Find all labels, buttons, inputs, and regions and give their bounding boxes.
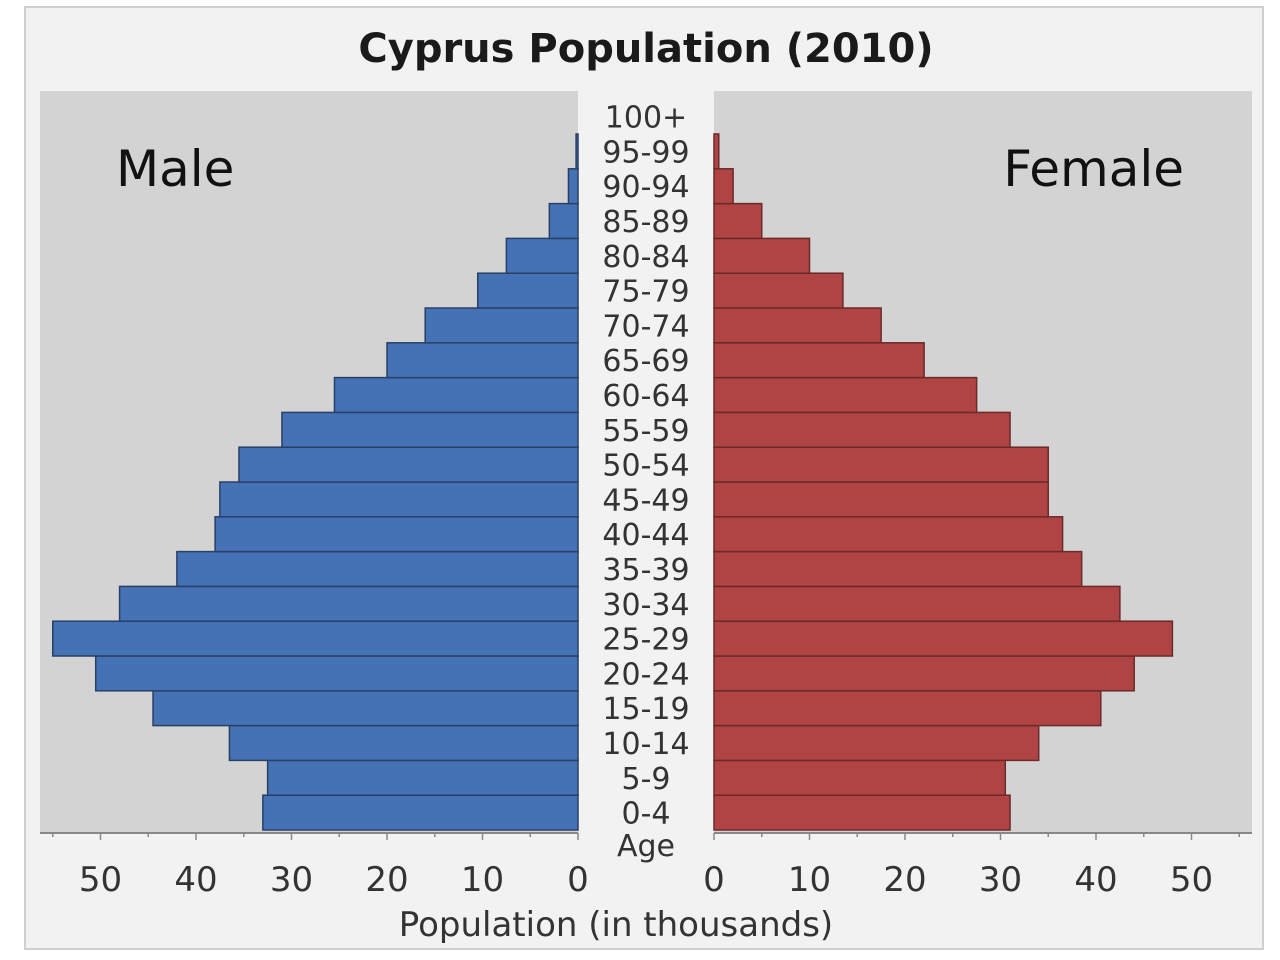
female-bar-75-79 — [713, 272, 844, 309]
male-tick-label-30: 30 — [270, 860, 313, 900]
male-bar-65-69 — [386, 342, 579, 379]
female-bar-10-14 — [713, 724, 1040, 762]
male-bar-80-84 — [505, 237, 579, 274]
male-bar-85-89 — [548, 202, 579, 240]
age-label-75-79: 75-79 — [602, 275, 689, 310]
age-label-20-24: 20-24 — [602, 657, 689, 692]
female-tick-label-0: 0 — [703, 860, 725, 900]
female-bar-5-9 — [713, 759, 1007, 796]
female-bar-55-59 — [713, 411, 1011, 448]
female-bar-70-74 — [713, 307, 882, 344]
female-bar-25-29 — [713, 620, 1174, 657]
male-bar-5-9 — [266, 759, 579, 796]
male-bar-50-54 — [238, 446, 579, 483]
female-bar-50-54 — [713, 446, 1049, 483]
female-bar-40-44 — [713, 516, 1064, 553]
male-bar-20-24 — [94, 655, 579, 692]
female-bar-80-84 — [713, 237, 811, 274]
male-bar-75-79 — [476, 272, 579, 309]
female-bar-95-99 — [713, 133, 720, 170]
female-label: Female — [1003, 140, 1184, 198]
bars-group — [52, 133, 1174, 831]
female-bar-30-34 — [713, 585, 1121, 622]
male-label: Male — [116, 140, 234, 198]
male-tick-label-0: 0 — [567, 860, 589, 900]
age-label-100+: 100+ — [605, 101, 687, 136]
age-label-55-59: 55-59 — [602, 414, 689, 449]
female-bar-60-64 — [713, 376, 978, 414]
male-bar-0-4 — [262, 794, 579, 831]
age-label-25-29: 25-29 — [602, 623, 689, 658]
male-bar-25-29 — [52, 620, 579, 657]
age-label-70-74: 70-74 — [602, 309, 689, 344]
female-bar-65-69 — [713, 342, 925, 379]
age-label-90-94: 90-94 — [602, 170, 689, 205]
age-label-35-39: 35-39 — [602, 553, 689, 588]
male-bar-40-44 — [214, 516, 579, 553]
age-label-80-84: 80-84 — [602, 240, 689, 275]
female-bar-0-4 — [713, 794, 1011, 831]
age-label-10-14: 10-14 — [602, 727, 689, 762]
male-bar-90-94 — [567, 168, 579, 205]
male-tick-label-40: 40 — [174, 860, 217, 900]
age-label-30-34: 30-34 — [602, 588, 689, 623]
age-axis-label: Age — [617, 829, 675, 864]
age-label-0-4: 0-4 — [622, 797, 671, 832]
age-label-15-19: 15-19 — [602, 692, 689, 727]
male-bar-45-49 — [219, 481, 579, 518]
female-tick-label-10: 10 — [788, 860, 831, 900]
female-bar-45-49 — [713, 481, 1049, 518]
male-tick-label-20: 20 — [365, 860, 408, 900]
female-tick-label-40: 40 — [1074, 860, 1117, 900]
female-tick-label-30: 30 — [979, 860, 1022, 900]
male-tick-label-10: 10 — [461, 860, 504, 900]
age-label-60-64: 60-64 — [602, 379, 689, 414]
male-bar-15-19 — [152, 690, 579, 727]
age-label-5-9: 5-9 — [622, 762, 671, 797]
chart-frame: Cyprus Population (2010) 0-4 5-9 10-14 15-1… — [24, 6, 1264, 950]
male-bar-30-34 — [118, 585, 579, 622]
male-tick-label-50: 50 — [79, 860, 122, 900]
age-label-50-54: 50-54 — [602, 449, 689, 484]
x-axis-label: Population (in thousands) — [399, 905, 833, 945]
age-label-95-99: 95-99 — [602, 135, 689, 170]
female-bar-15-19 — [713, 690, 1102, 727]
female-bar-35-39 — [713, 550, 1083, 588]
age-label-45-49: 45-49 — [602, 483, 689, 518]
age-label-40-44: 40-44 — [602, 518, 689, 553]
male-bar-60-64 — [333, 376, 579, 414]
female-bar-90-94 — [713, 168, 734, 205]
female-tick-label-20: 20 — [883, 860, 926, 900]
male-bar-95-99 — [575, 133, 579, 170]
age-labels-group: 0-45-910-1415-1920-2425-2930-3435-3940-4… — [602, 101, 689, 832]
chart-title: Cyprus Population (2010) — [358, 26, 933, 72]
male-bar-55-59 — [281, 411, 579, 448]
female-bar-20-24 — [713, 655, 1135, 692]
male-bar-10-14 — [228, 724, 579, 762]
female-tick-label-50: 50 — [1170, 860, 1213, 900]
male-bar-35-39 — [176, 550, 579, 588]
female-bar-85-89 — [713, 202, 763, 240]
population-pyramid-chart: Cyprus Population (2010) 0-45-910-1415-1… — [40, 26, 1252, 945]
axes-group: 50 40 30 20 10 0 0 10 20 30 40 50 — [40, 832, 1252, 900]
age-label-65-69: 65-69 — [602, 344, 689, 379]
male-bar-70-74 — [424, 307, 579, 344]
age-label-85-89: 85-89 — [602, 205, 689, 240]
